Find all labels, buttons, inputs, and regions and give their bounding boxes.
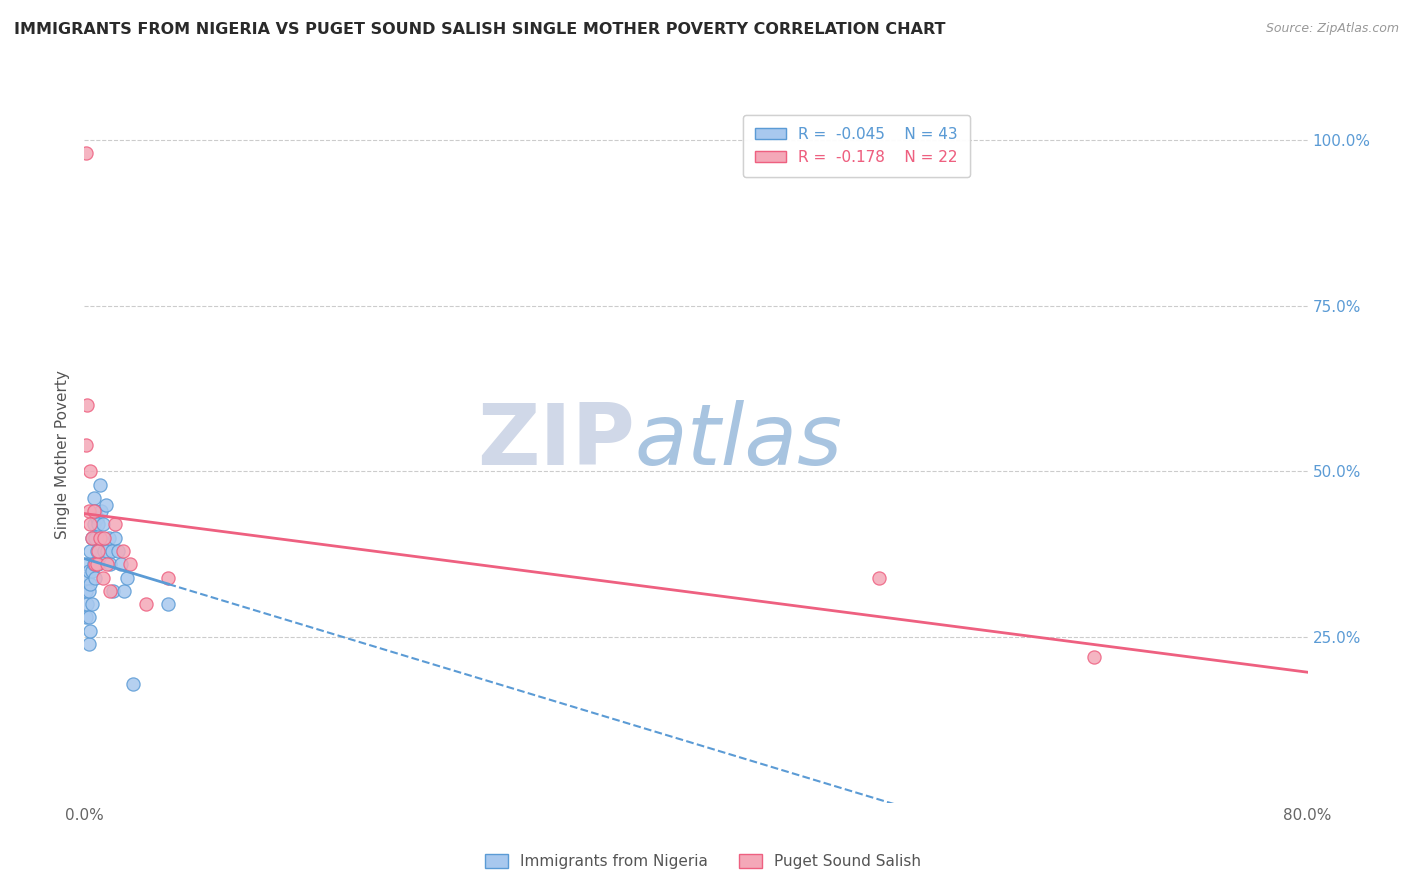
Point bbox=[104, 531, 127, 545]
Point bbox=[89, 477, 111, 491]
Point bbox=[77, 583, 100, 598]
Point bbox=[91, 570, 114, 584]
Point bbox=[98, 583, 121, 598]
Text: Source: ZipAtlas.com: Source: ZipAtlas.com bbox=[1265, 22, 1399, 36]
Point bbox=[104, 517, 127, 532]
Point bbox=[97, 531, 120, 545]
Point bbox=[75, 438, 97, 452]
Point bbox=[83, 558, 105, 572]
Point bbox=[135, 597, 157, 611]
Point bbox=[89, 531, 111, 545]
Point bbox=[86, 511, 108, 525]
Point bbox=[90, 504, 112, 518]
Point bbox=[101, 544, 124, 558]
Point bbox=[157, 570, 180, 584]
Point bbox=[75, 610, 97, 624]
Point bbox=[83, 517, 105, 532]
Point bbox=[79, 624, 101, 638]
Point bbox=[77, 564, 100, 578]
Point bbox=[83, 504, 105, 518]
Point bbox=[115, 570, 138, 584]
Legend: R =  -0.045    N = 43, R =  -0.178    N = 22: R = -0.045 N = 43, R = -0.178 N = 22 bbox=[742, 115, 970, 177]
Point bbox=[107, 544, 129, 558]
Point bbox=[80, 564, 103, 578]
Point bbox=[91, 517, 114, 532]
Point bbox=[87, 544, 110, 558]
Point bbox=[96, 558, 118, 572]
Point bbox=[110, 558, 132, 572]
Point bbox=[94, 498, 117, 512]
Point bbox=[75, 146, 97, 161]
Text: IMMIGRANTS FROM NIGERIA VS PUGET SOUND SALISH SINGLE MOTHER POVERTY CORRELATION : IMMIGRANTS FROM NIGERIA VS PUGET SOUND S… bbox=[14, 22, 946, 37]
Point bbox=[869, 570, 891, 584]
Point bbox=[93, 544, 115, 558]
Point bbox=[83, 491, 105, 505]
Point bbox=[79, 577, 101, 591]
Point bbox=[79, 544, 101, 558]
Legend: Immigrants from Nigeria, Puget Sound Salish: Immigrants from Nigeria, Puget Sound Sal… bbox=[479, 848, 927, 875]
Point bbox=[122, 676, 145, 690]
Point bbox=[84, 531, 107, 545]
Point bbox=[86, 544, 108, 558]
Point bbox=[89, 531, 111, 545]
Point bbox=[77, 610, 100, 624]
Point bbox=[98, 558, 121, 572]
Point bbox=[1083, 650, 1105, 665]
Y-axis label: Single Mother Poverty: Single Mother Poverty bbox=[55, 370, 70, 540]
Point bbox=[111, 544, 134, 558]
Point bbox=[93, 531, 115, 545]
Point bbox=[80, 531, 103, 545]
Point bbox=[87, 517, 110, 532]
Point bbox=[76, 570, 98, 584]
Point bbox=[77, 637, 100, 651]
Point bbox=[87, 558, 110, 572]
Point bbox=[157, 597, 180, 611]
Point bbox=[96, 544, 118, 558]
Point bbox=[84, 570, 107, 584]
Point bbox=[120, 558, 142, 572]
Point bbox=[80, 531, 103, 545]
Point bbox=[76, 597, 98, 611]
Point bbox=[77, 504, 100, 518]
Point bbox=[76, 558, 98, 572]
Point bbox=[79, 517, 101, 532]
Point bbox=[80, 597, 103, 611]
Text: atlas: atlas bbox=[636, 400, 842, 483]
Point bbox=[84, 504, 107, 518]
Point bbox=[86, 558, 108, 572]
Point bbox=[75, 583, 97, 598]
Point bbox=[76, 398, 98, 412]
Point bbox=[103, 583, 125, 598]
Text: ZIP: ZIP bbox=[477, 400, 636, 483]
Point bbox=[112, 583, 135, 598]
Point bbox=[84, 558, 107, 572]
Point bbox=[79, 465, 101, 479]
